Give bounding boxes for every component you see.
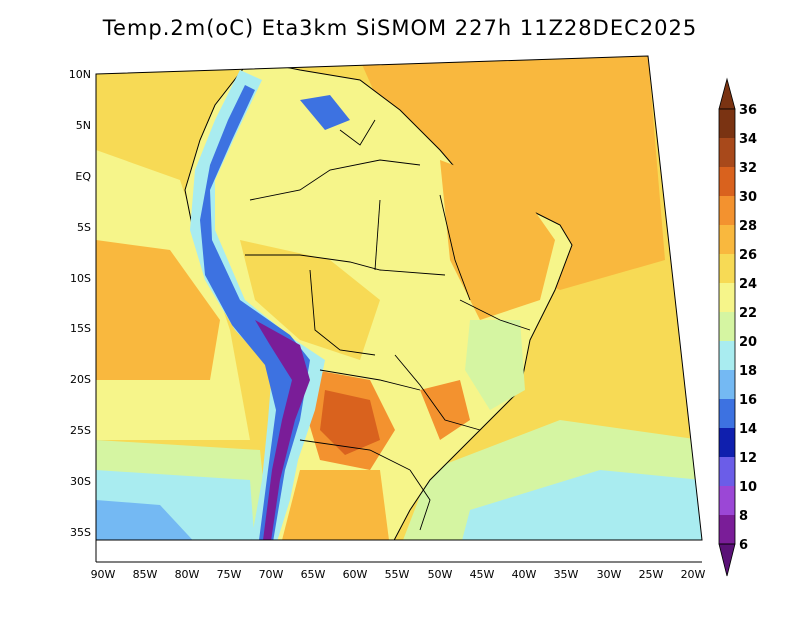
lat-label: 10S (70, 272, 91, 285)
colorbar-label: 32 (739, 161, 757, 176)
colorbar-label: 22 (739, 306, 757, 321)
colorbar-label: 8 (739, 509, 748, 524)
border-line (299, 439, 411, 471)
border-line (409, 469, 431, 531)
amazon-warm-zone (240, 240, 380, 360)
lon-label: 40W (512, 568, 537, 581)
colorbar-label: 20 (739, 335, 757, 350)
colorbar-label: 16 (739, 393, 757, 408)
lon-label: 45W (470, 568, 495, 581)
colorbar-bin (719, 428, 735, 457)
lon-label: 55W (385, 568, 410, 581)
lon-label: 20W (681, 568, 706, 581)
lat-label: 5S (77, 221, 91, 234)
colorbar-label: 18 (739, 364, 757, 379)
colorbar-label: 30 (739, 190, 757, 205)
political-borders (245, 119, 531, 531)
lon-label: 80W (175, 568, 200, 581)
lat-label: 20S (70, 373, 91, 386)
colorbar-bin (719, 399, 735, 428)
lon-label: 65W (301, 568, 326, 581)
longitude-axis: 90W 85W 80W 75W 70W 65W 60W 55W 50W 45W … (91, 568, 706, 581)
colorbar-bin (719, 138, 735, 167)
pampas-warm-zone (280, 470, 390, 540)
border-line (339, 119, 376, 146)
latitude-axis: 10N 5N EQ 5S 10S 15S 20S 25S 30S 35S (69, 68, 92, 539)
colorbar-bin (719, 312, 735, 341)
lon-label: 85W (133, 568, 158, 581)
colorbar-bin (719, 196, 735, 225)
lat-label: 25S (70, 424, 91, 437)
lat-label: 35S (70, 526, 91, 539)
border-line (394, 354, 481, 431)
colorbar-bin (719, 254, 735, 283)
border-line (249, 159, 421, 201)
border-line (245, 254, 446, 276)
lat-label: 15S (70, 322, 91, 335)
colorbar-bottom-arrow (718, 543, 736, 577)
northeast-warm-zone (440, 160, 555, 320)
colorbar-bin (719, 167, 735, 196)
map-title: Temp.2m(oC) Eta3km SiSMOM 227h 11Z28DEC2… (102, 16, 698, 40)
lat-label: 10N (69, 68, 91, 81)
border-line (439, 194, 471, 301)
colorbar-bin (719, 457, 735, 486)
colorbar-label: 6 (739, 538, 748, 553)
colorbar-label: 12 (739, 451, 757, 466)
colorbar-label: 26 (739, 248, 757, 263)
lon-label: 30W (597, 568, 622, 581)
chaco-hottest-zone (320, 390, 380, 455)
colorbar-bin (719, 370, 735, 399)
altiplano-coldest (255, 320, 310, 540)
colorbar: 36 34 32 30 28 26 24 22 20 18 16 14 12 1… (718, 77, 757, 577)
colorbar-label: 34 (739, 132, 757, 147)
border-line (459, 299, 531, 331)
colorbar-label: 36 (739, 103, 757, 118)
south-atlantic-cooler (460, 470, 702, 540)
border-line (374, 199, 381, 271)
colorbar-frame (718, 108, 736, 545)
border-line (319, 369, 421, 391)
colorbar-label: 28 (739, 219, 757, 234)
southeast-hot-zone (420, 380, 470, 440)
colorbar-bin (719, 515, 735, 544)
lon-label: 75W (217, 568, 242, 581)
lon-label: 90W (91, 568, 116, 581)
colorbar-label: 10 (739, 480, 757, 495)
colorbar-bin (719, 341, 735, 370)
lon-label: 35W (554, 568, 579, 581)
minas-cool-zone (465, 320, 525, 410)
map-domain (96, 56, 702, 540)
border-line (309, 269, 376, 356)
colorbar-top-arrow (718, 77, 736, 110)
colorbar-bin (719, 283, 735, 312)
colorbar-bin (719, 225, 735, 254)
lat-label: EQ (75, 170, 91, 183)
colorbar-bin (719, 109, 735, 138)
pacific-warm-patch (96, 240, 220, 380)
lat-label: 5N (76, 119, 91, 132)
lon-label: 60W (343, 568, 368, 581)
lon-label: 25W (639, 568, 664, 581)
lon-label: 70W (259, 568, 284, 581)
colorbar-label: 14 (739, 422, 757, 437)
lon-label: 50W (428, 568, 453, 581)
colorbar-bin (719, 486, 735, 515)
south-pacific-coldest (96, 500, 200, 540)
colorbar-label: 24 (739, 277, 757, 292)
lat-label: 30S (70, 475, 91, 488)
warm-atlantic-band (360, 56, 665, 290)
guiana-highlands-cold (300, 95, 350, 130)
